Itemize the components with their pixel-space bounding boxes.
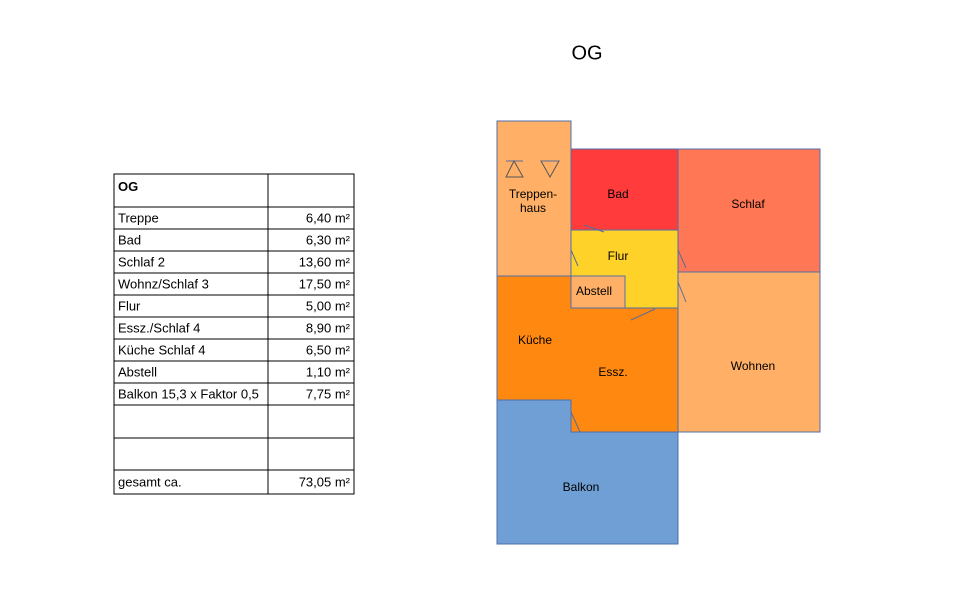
door-swing <box>677 249 687 269</box>
room-area: 6,50 m² <box>306 342 351 357</box>
room-label: Küche <box>518 333 552 347</box>
table-cell <box>267 437 355 471</box>
floor-plan: Treppen-haus Bad Schlaf Flur Abstell Küche Ess… <box>496 120 821 545</box>
table-header: OG <box>118 179 138 194</box>
room-area: 6,30 m² <box>306 232 351 247</box>
room-area: 6,40 m² <box>306 210 351 225</box>
table-cell <box>113 437 269 471</box>
room <box>677 271 821 433</box>
room-label: Flur <box>608 249 629 263</box>
room-label: haus <box>520 201 546 215</box>
room-name: Abstell <box>118 364 157 379</box>
room-area: 5,00 m² <box>306 298 351 313</box>
door-swing <box>570 411 581 433</box>
table-cell <box>267 469 355 495</box>
room-label: Essz. <box>598 365 627 379</box>
total-area: 73,05 m² <box>299 474 351 489</box>
room-label: Treppen- <box>509 187 557 201</box>
page-title: OG <box>571 42 602 64</box>
room-label: Bad <box>607 187 628 201</box>
room-label: Abstell <box>576 284 612 298</box>
area-table: OG Treppe 6,40 m² Bad 6,30 m² Schlaf 2 13,60 m… <box>113 173 355 495</box>
door-swing <box>570 249 579 267</box>
room-area: 13,60 m² <box>299 254 351 269</box>
room-area: 7,75 m² <box>306 386 351 401</box>
room-name: Balkon 15,3 x Faktor 0,5 <box>118 386 259 401</box>
room-name: Treppe <box>118 210 159 225</box>
room-area: 17,50 m² <box>299 276 351 291</box>
room-label: Schlaf <box>731 197 765 211</box>
table-cell <box>113 404 269 439</box>
total-label: gesamt ca. <box>118 474 182 489</box>
room-area: 8,90 m² <box>306 320 351 335</box>
door-swing <box>583 224 605 233</box>
table-cell <box>267 404 355 439</box>
room-name: Bad <box>118 232 141 247</box>
room-name: Wohnz/Schlaf 3 <box>118 276 209 291</box>
room-name: Küche Schlaf 4 <box>118 342 205 357</box>
room-name: Schlaf 2 <box>118 254 165 269</box>
room-area: 1,10 m² <box>306 364 351 379</box>
room-label: Wohnen <box>731 359 775 373</box>
table-cell <box>267 173 355 208</box>
stair-symbol <box>505 159 524 178</box>
room-name: Flur <box>118 298 141 313</box>
room <box>496 399 679 545</box>
door-swing <box>630 308 656 321</box>
door-swing <box>677 281 687 303</box>
room-label: Balkon <box>563 480 600 494</box>
room-name: Essz./Schlaf 4 <box>118 320 200 335</box>
